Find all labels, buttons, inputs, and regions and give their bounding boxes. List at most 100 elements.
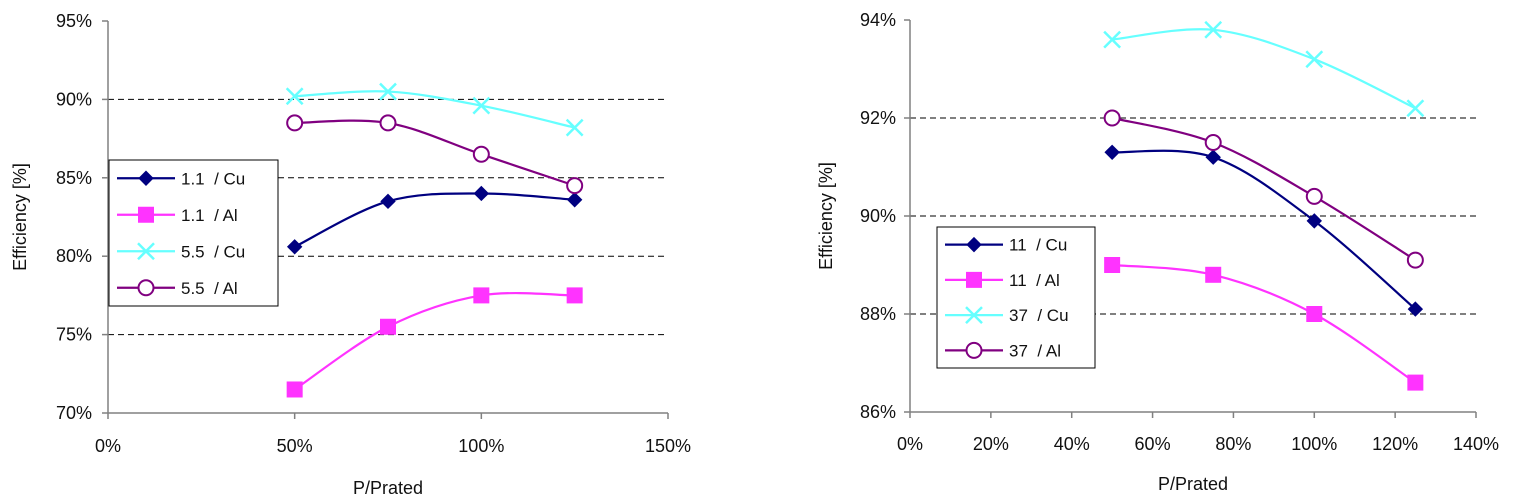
y-tick-label: 92% bbox=[860, 108, 896, 128]
legend-label: 37 / Cu bbox=[1009, 306, 1069, 325]
legend-swatch-marker bbox=[137, 242, 155, 261]
x-tick-label: 150% bbox=[645, 436, 691, 456]
data-point bbox=[473, 287, 490, 304]
data-point bbox=[566, 177, 584, 195]
legend: 1.1 / Cu 1.1 / Al 5.5 / Cu 5.5 / Al bbox=[108, 159, 279, 307]
data-point bbox=[286, 239, 303, 255]
series-4 bbox=[1103, 109, 1424, 269]
x-tick-label: 140% bbox=[1453, 434, 1499, 454]
x-marker-stroke bbox=[1204, 20, 1223, 39]
data-point bbox=[1406, 251, 1424, 269]
data-point bbox=[1305, 187, 1323, 205]
series-3 bbox=[1103, 20, 1425, 118]
legend-item: 11 / Al bbox=[945, 271, 1060, 290]
series-line bbox=[294, 119, 576, 187]
data-point bbox=[473, 185, 490, 202]
x-tick-label: 40% bbox=[1054, 434, 1090, 454]
data-point bbox=[1406, 99, 1425, 118]
legend-label: 5.5 / Al bbox=[181, 279, 238, 298]
series-1 bbox=[1104, 144, 1424, 317]
x-axis-title: P/Prated bbox=[1158, 474, 1228, 494]
data-point bbox=[286, 114, 304, 132]
series-2 bbox=[1104, 257, 1424, 391]
x-tick-label: 0% bbox=[897, 434, 923, 454]
x-marker-stroke bbox=[1406, 99, 1425, 118]
legend-swatch-marker bbox=[965, 306, 983, 325]
series-line bbox=[1112, 149, 1417, 310]
x-marker-stroke bbox=[137, 242, 155, 261]
x-marker-stroke bbox=[1103, 30, 1122, 49]
y-tick-label: 90% bbox=[56, 89, 92, 109]
data-point bbox=[565, 118, 584, 137]
x-tick-label: 0% bbox=[95, 436, 121, 456]
legend-label: 37 / Al bbox=[1009, 341, 1061, 360]
x-tick-label: 60% bbox=[1135, 434, 1171, 454]
data-point bbox=[380, 193, 396, 210]
x-marker-stroke bbox=[285, 87, 304, 106]
legend-item: 37 / Cu bbox=[945, 306, 1069, 325]
y-axis-title: Efficiency [%] bbox=[816, 162, 836, 270]
data-point bbox=[1103, 30, 1122, 49]
legend-item: 5.5 / Cu bbox=[117, 242, 245, 261]
y-tick-label: 80% bbox=[56, 246, 92, 266]
x-tick-label: 100% bbox=[1291, 434, 1337, 454]
data-point bbox=[1104, 144, 1120, 161]
y-tick-label: 94% bbox=[860, 10, 896, 30]
data-point bbox=[1306, 306, 1323, 322]
x-tick-label: 120% bbox=[1372, 434, 1418, 454]
data-point bbox=[1205, 149, 1221, 165]
legend-label: 11 / Cu bbox=[1009, 236, 1067, 255]
series-line bbox=[294, 291, 575, 391]
data-point bbox=[1103, 109, 1121, 127]
data-point bbox=[1205, 266, 1222, 283]
legend-item: 37 / Al bbox=[945, 341, 1061, 360]
x-axis-title: P/Prated bbox=[353, 478, 423, 498]
data-point bbox=[286, 381, 303, 398]
legend: 11 / Cu 11 / Al 37 / Cu 37 / Al bbox=[936, 226, 1096, 369]
data-point bbox=[379, 114, 397, 132]
data-point bbox=[1305, 50, 1324, 69]
data-point bbox=[379, 82, 397, 101]
series-line bbox=[294, 192, 575, 248]
data-point bbox=[1306, 213, 1322, 229]
legend-label: 1.1 / Cu bbox=[181, 169, 245, 188]
series-line bbox=[1112, 28, 1416, 110]
series-3 bbox=[285, 82, 584, 137]
x-marker-stroke bbox=[565, 118, 584, 137]
data-point bbox=[566, 192, 583, 208]
x-marker-stroke bbox=[965, 306, 983, 325]
x-tick-label: 100% bbox=[458, 436, 504, 456]
data-point bbox=[1407, 374, 1424, 391]
right-chart: 86% 88% 90% 92% 94% 0% 20% 40% 60% 80% 100% 120% 140… bbox=[816, 10, 1499, 494]
series-2 bbox=[286, 287, 583, 398]
legend-swatch-marker bbox=[137, 279, 155, 297]
data-point bbox=[1104, 257, 1121, 273]
y-tick-label: 70% bbox=[56, 403, 92, 423]
legend-item: 11 / Cu bbox=[945, 236, 1067, 255]
y-tick-label: 86% bbox=[860, 402, 896, 422]
data-point bbox=[380, 318, 396, 335]
data-point bbox=[1204, 134, 1222, 151]
series-4 bbox=[286, 114, 584, 195]
series-line bbox=[1112, 263, 1416, 384]
data-point bbox=[472, 145, 490, 163]
y-tick-label: 75% bbox=[56, 325, 92, 345]
legend-swatch-marker bbox=[966, 236, 982, 253]
legend-label: 1.1 / Al bbox=[181, 206, 238, 225]
legend-item: 5.5 / Al bbox=[117, 279, 238, 298]
data-point bbox=[472, 96, 491, 115]
y-tick-label: 88% bbox=[860, 304, 896, 324]
legend-swatch-marker bbox=[138, 206, 154, 223]
x-marker-stroke bbox=[472, 96, 491, 115]
data-point bbox=[285, 87, 304, 106]
y-tick-label: 95% bbox=[56, 11, 92, 31]
series-1 bbox=[286, 185, 583, 255]
legend-swatch-marker bbox=[966, 271, 982, 288]
legend-label: 5.5 / Cu bbox=[181, 242, 245, 261]
y-tick-label: 90% bbox=[860, 206, 896, 226]
x-tick-label: 80% bbox=[1215, 434, 1251, 454]
y-axis-title: Efficiency [%] bbox=[10, 163, 30, 271]
series-line bbox=[294, 90, 575, 129]
data-point bbox=[1204, 20, 1223, 39]
